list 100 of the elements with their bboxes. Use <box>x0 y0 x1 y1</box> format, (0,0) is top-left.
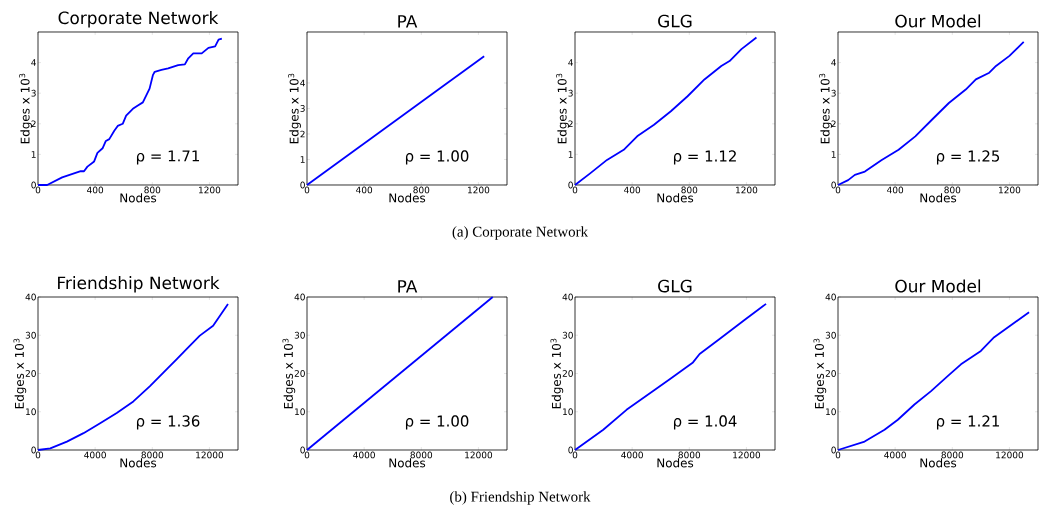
x-axis-title: Nodes <box>120 193 157 203</box>
x-tick-label: 400 <box>356 186 373 194</box>
y-tick-label: 20 <box>294 370 305 377</box>
x-tick-label: 12000 <box>196 451 224 459</box>
y-tick-label: 4 <box>31 59 36 66</box>
x-tick-label: 1200 <box>999 186 1021 194</box>
x-tick-label: 8000 <box>141 451 164 459</box>
y-tick-label: 0 <box>31 446 36 454</box>
y-tick-label: 4 <box>568 59 573 66</box>
y-tick-label: 3 <box>300 105 305 112</box>
x-tick-label: 1200 <box>736 186 758 194</box>
chart-title: PA <box>398 280 418 293</box>
x-tick-label: 12000 <box>465 451 493 459</box>
x-tick-label: 800 <box>681 186 698 194</box>
x-tick-label: 400 <box>87 186 104 194</box>
annotation: ρ = 1.00 <box>405 150 469 165</box>
x-tick-label: 8000 <box>941 451 964 459</box>
x-tick-label: 4000 <box>84 451 106 459</box>
y-tick-label: 3 <box>831 89 836 97</box>
chart-title: Our Model <box>895 279 981 293</box>
x-tick-label: 12000 <box>733 451 761 459</box>
y-tick-label: 0 <box>831 181 836 189</box>
y-axis-title: Edges x 10$^{3}$ <box>13 338 27 409</box>
annotation: ρ = 1.71 <box>136 150 199 165</box>
y-tick-label: 0 <box>31 181 36 189</box>
y-axis-title: Edges x 10$^{3}$ <box>550 338 564 409</box>
y-tick-label: 10 <box>563 408 573 416</box>
y-tick-label: 4 <box>300 79 305 87</box>
y-tick-label: 20 <box>825 370 836 377</box>
x-tick-label: 800 <box>413 186 430 194</box>
y-tick-label: 20 <box>562 370 573 377</box>
y-tick-label: 1 <box>31 151 36 158</box>
x-tick-label: 800 <box>944 186 961 194</box>
y-tick-label: 4 <box>831 59 836 66</box>
y-axis-title: Edges x 10$^{3}$ <box>813 338 827 409</box>
y-axis-title: Edges x 10$^{3}$ <box>556 73 569 144</box>
x-tick-label: 8000 <box>678 451 701 459</box>
annotation: ρ = 1.21 <box>936 415 1000 430</box>
x-axis-title: Nodes <box>657 458 694 468</box>
x-tick-label: 800 <box>144 186 161 194</box>
y-tick-label: 20 <box>25 370 36 377</box>
y-tick-label: 30 <box>294 331 305 339</box>
y-tick-label: 30 <box>825 331 836 339</box>
y-tick-label: 0 <box>568 446 573 454</box>
y-tick-label: 40 <box>562 293 573 301</box>
x-axis-title: Nodes <box>657 193 694 203</box>
y-tick-label: 0 <box>831 446 836 454</box>
line-series <box>37 302 229 451</box>
annotation: ρ = 1.04 <box>673 415 737 430</box>
annotation: ρ = 1.36 <box>136 415 200 430</box>
y-tick-label: 3 <box>31 89 36 97</box>
chart-title: Friendship Network <box>58 276 220 293</box>
text: (b) Friendship Network <box>450 491 591 505</box>
y-tick-label: 10 <box>26 408 36 416</box>
chart-title: GLG <box>658 279 692 293</box>
y-tick-label: 3 <box>568 89 573 97</box>
chart-title: PA <box>398 15 418 28</box>
x-tick-label: 1200 <box>199 186 221 194</box>
line-series <box>837 40 1025 186</box>
y-tick-label: 30 <box>562 331 573 339</box>
y-tick-label: 2 <box>31 120 36 128</box>
y-axis-title: Edges x 10$^{3}$ <box>819 73 832 144</box>
x-axis-title: Nodes <box>389 458 426 468</box>
y-tick-label: 0 <box>300 446 305 454</box>
line-series <box>574 302 767 451</box>
y-tick-label: 2 <box>300 130 305 138</box>
chart-title: Our Model <box>895 14 981 28</box>
x-tick-label: 400 <box>887 186 904 194</box>
annotation: ρ = 1.12 <box>673 150 736 165</box>
y-tick-label: 1 <box>831 151 836 158</box>
x-axis-title: Nodes <box>920 193 957 203</box>
y-axis-title: Edges x 10$^{3}$ <box>288 73 301 144</box>
y-tick-label: 30 <box>25 331 36 339</box>
y-tick-label: 10 <box>295 408 305 416</box>
chart-title: GLG <box>658 14 692 28</box>
x-axis-title: Nodes <box>120 458 157 468</box>
annotation: ρ = 1.25 <box>936 150 1000 165</box>
y-tick-label: 1 <box>300 156 305 163</box>
y-tick-label: 40 <box>25 293 36 301</box>
annotation: ρ = 1.00 <box>405 415 469 430</box>
line-series <box>574 36 758 186</box>
y-tick-label: 2 <box>568 120 573 128</box>
x-tick-label: 12000 <box>996 451 1024 459</box>
x-tick-label: 4000 <box>884 451 906 459</box>
x-tick-label: 4000 <box>353 451 375 459</box>
y-axis-title: Edges x 10$^{3}$ <box>282 338 296 409</box>
y-tick-label: 10 <box>826 408 836 416</box>
y-axis-title: Edges x 10$^{3}$ <box>19 73 32 144</box>
y-tick-label: 1 <box>568 151 573 158</box>
line-series <box>37 37 223 186</box>
x-tick-label: 4000 <box>621 451 643 459</box>
x-axis-title: Nodes <box>389 193 426 203</box>
x-axis-title: Nodes <box>920 458 957 468</box>
chart-title: Corporate Network <box>58 11 219 28</box>
y-tick-label: 0 <box>568 181 573 189</box>
x-tick-label: 8000 <box>410 451 433 459</box>
y-tick-label: 40 <box>294 293 305 301</box>
y-tick-label: 0 <box>300 181 305 189</box>
line-series <box>837 311 1030 451</box>
x-tick-label: 400 <box>624 186 641 194</box>
